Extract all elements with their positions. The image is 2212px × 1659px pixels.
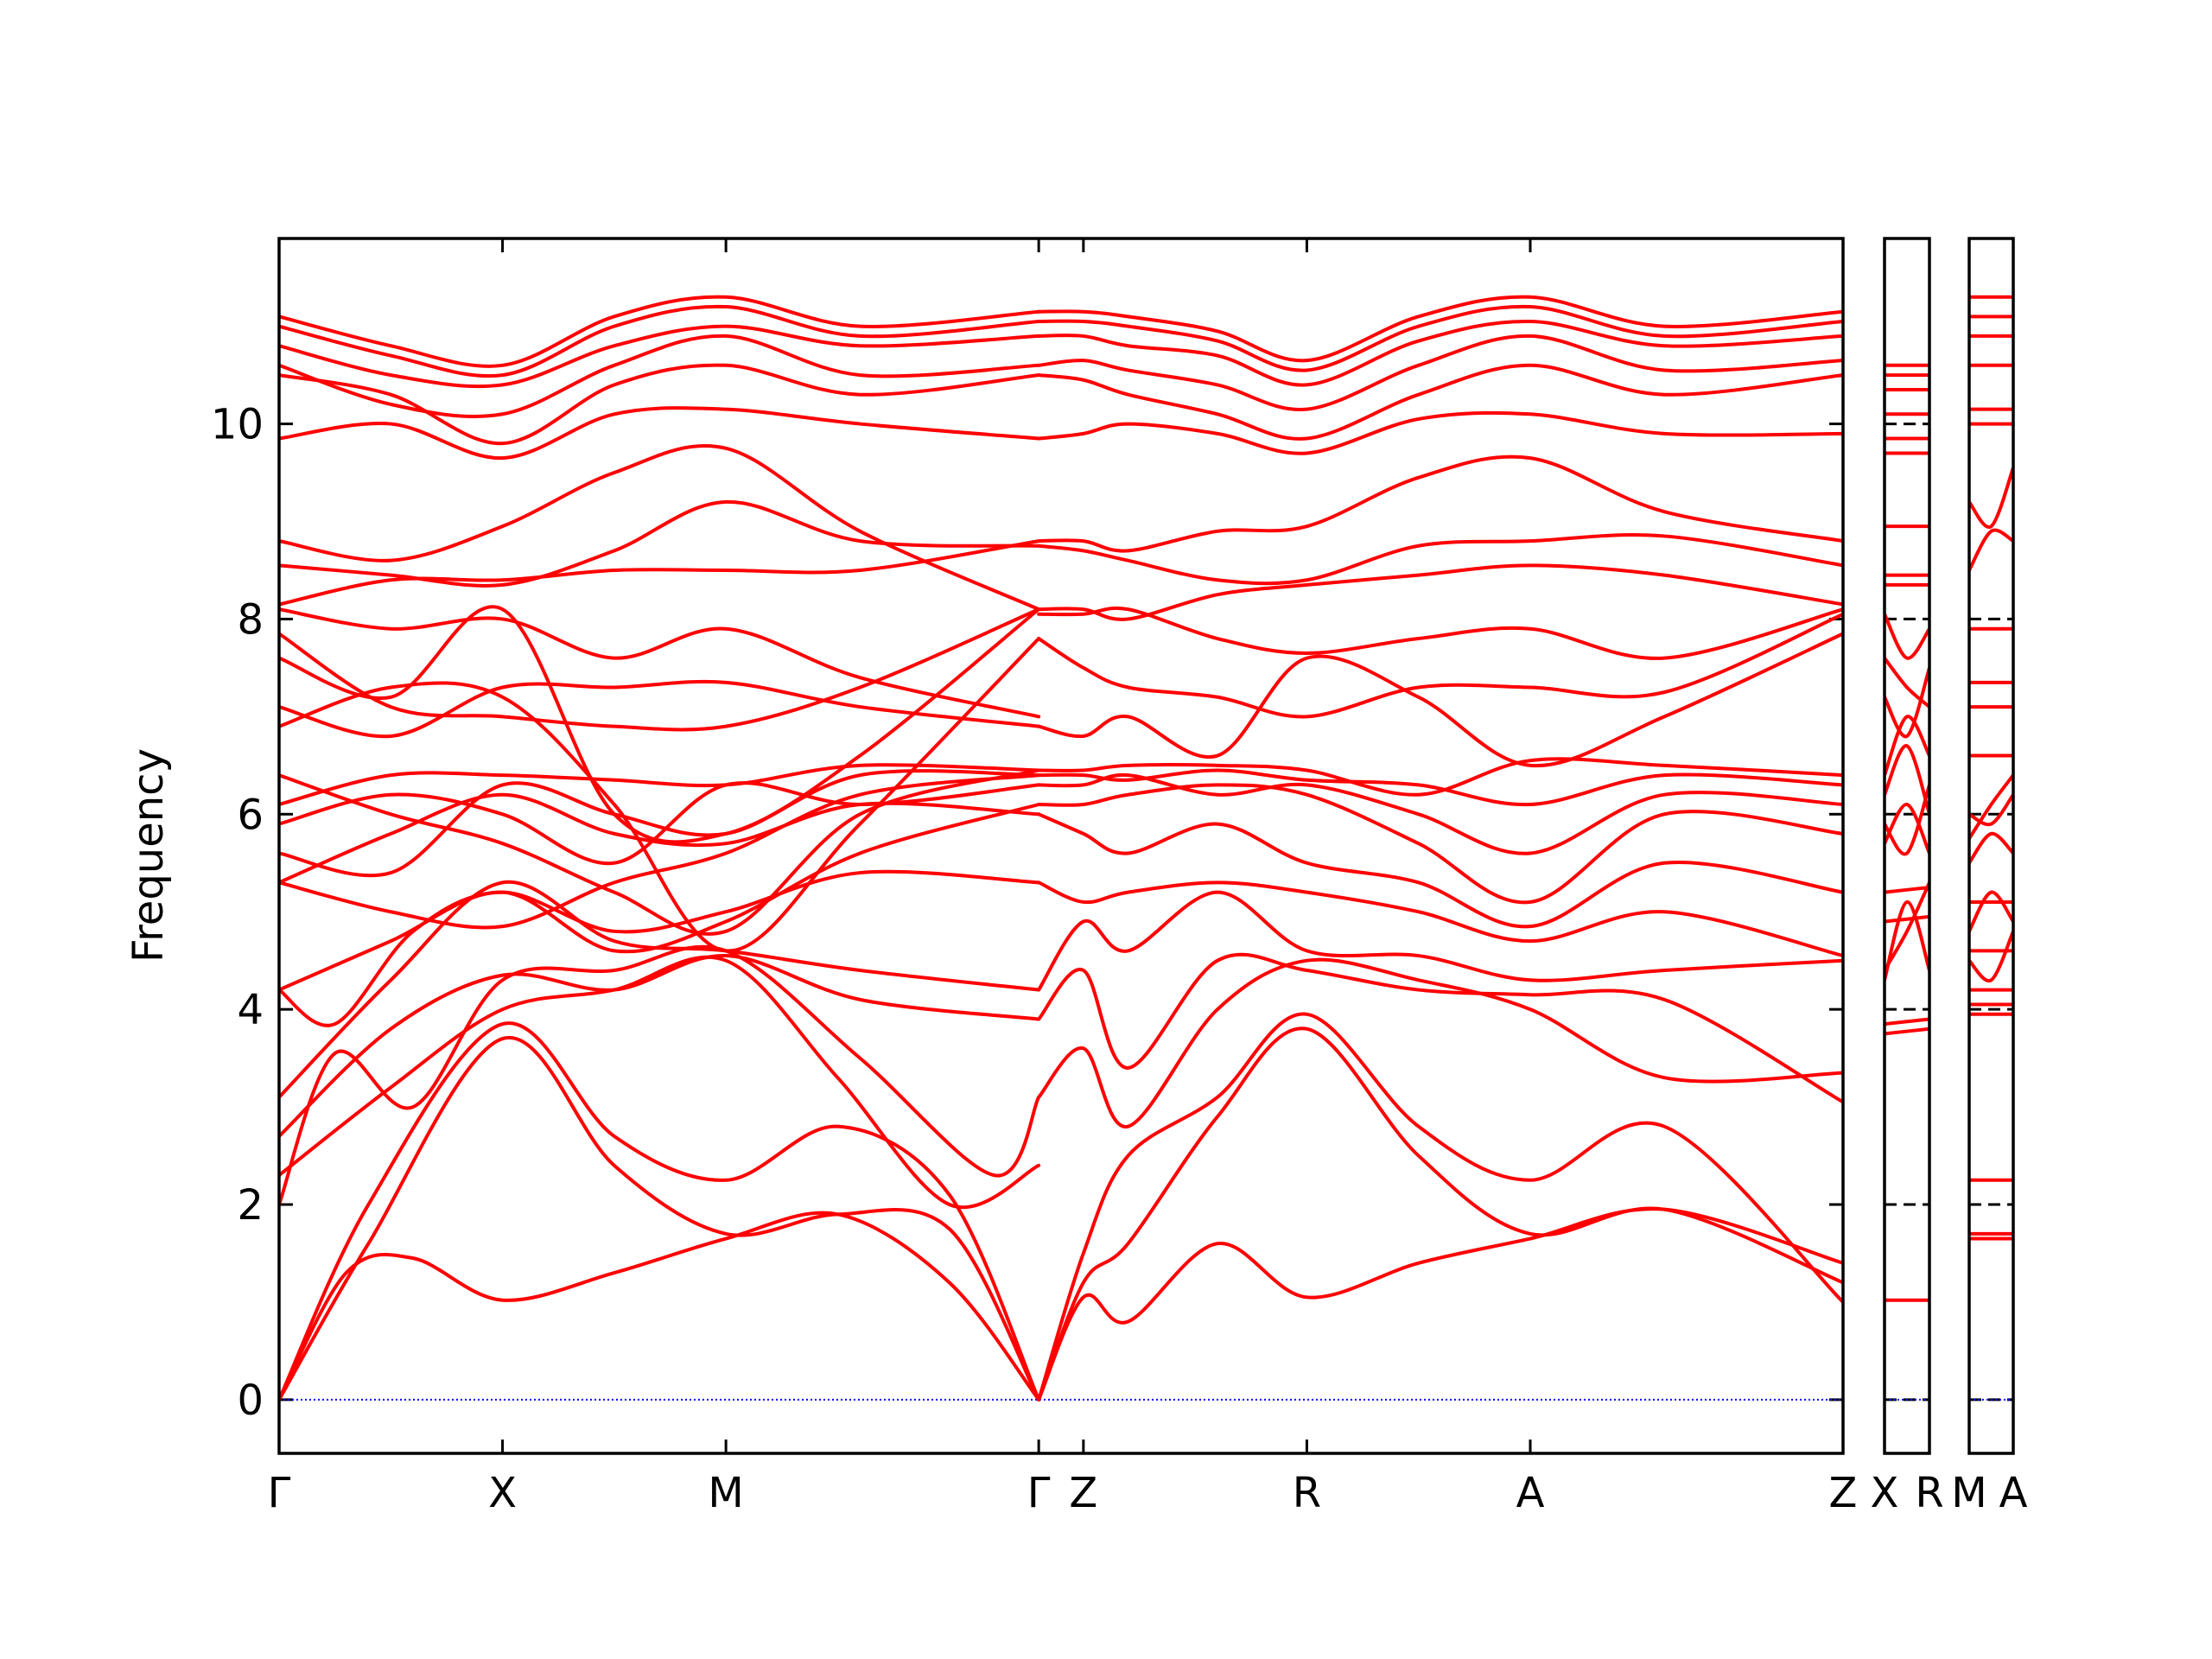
band-line [1037,1027,1843,1402]
band-line [1037,612,1843,719]
x-tick-label: M [708,1469,743,1517]
band-lines [279,295,1843,1402]
band-line [279,295,1041,368]
band-line [279,304,1041,378]
band-line [1037,783,1843,905]
band-line [279,443,1041,612]
band-line [1885,665,1929,739]
band-line [1037,533,1843,586]
band-line [1037,772,1843,855]
band-line [1885,1027,1929,1036]
band-line [1037,295,1843,363]
band-line [1885,1017,1929,1027]
band-line [1969,792,2013,827]
band-line [279,763,1041,806]
band-line [279,607,1041,732]
band-line [1885,914,1929,924]
y-tick-label: 10 [211,401,264,449]
panel-frame [1883,237,1931,1455]
band-lines [1969,295,2013,1241]
band-line [1885,880,1929,972]
band-line [279,679,1041,739]
band-line [1969,890,2013,933]
band-line [1885,886,1929,894]
band-line [279,324,1041,389]
y-tick-label: 8 [237,595,264,644]
x-tick-label: Z [1069,1469,1097,1517]
x-tick-label: A [1999,1469,2028,1517]
band-lines [1885,363,1929,1302]
band-line [1037,812,1843,929]
band-line [1037,890,1843,992]
band-line [1969,831,2013,865]
band-line [1885,612,1929,660]
x-tick-label: M [1951,1469,1986,1517]
band-line [279,1035,1041,1402]
band-line [1885,744,1929,817]
band-line [1037,454,1843,553]
x-tick-label: A [1516,1469,1545,1517]
band-line [1037,304,1843,372]
band-line [1885,899,1929,982]
band-line [279,880,1041,1099]
band-line [279,637,1041,953]
band-line [279,605,1041,844]
panel-frame [277,237,1845,1455]
band-line [1885,656,1929,709]
band-line [279,406,1041,461]
y-tick-label: 2 [237,1181,264,1230]
y-tick-label: 6 [237,791,264,839]
band-line [1969,528,2013,572]
band-line [279,499,1041,588]
band-line [279,1211,1041,1402]
y-tick-label: 4 [237,986,264,1034]
band-line [1969,466,2013,530]
panel-frame [1967,237,2015,1455]
band-line [279,768,1041,936]
band-line [279,1021,1041,1402]
band-line [1037,606,1843,660]
band-line [1037,363,1843,441]
band-line [1037,952,1843,1104]
band-line [1037,563,1843,621]
band-line [1885,715,1929,778]
band-line [1969,773,2013,841]
band-line [1969,929,2013,983]
x-tick-label: R [1915,1469,1943,1517]
band-line [1037,757,1843,797]
band-line [279,363,1041,446]
band-line [279,955,1041,1210]
x-tick-label: Γ [1027,1469,1051,1517]
x-tick-label: Γ [268,1469,291,1517]
band-line [279,869,1041,1027]
band-line [279,781,1041,866]
band-line [279,539,1041,607]
x-tick-label: X [488,1469,517,1517]
x-tick-label: Z [1829,1469,1858,1517]
band-line [279,607,1041,719]
y-axis-label: Frequency [124,748,173,963]
band-line [279,334,1041,419]
band-line [279,773,1041,930]
band-line [1037,768,1843,807]
band-line [1037,410,1843,455]
band-line [1037,319,1843,387]
band-line [1037,334,1843,411]
band-line [279,803,1041,992]
band-line [1037,957,1843,1128]
band-line [1037,632,1843,768]
x-tick-label: R [1293,1469,1321,1517]
band-line [1037,1012,1843,1402]
y-tick-label: 0 [237,1376,264,1425]
band-line [279,954,1041,1138]
x-tick-label: X [1871,1469,1899,1517]
band-line [1037,880,1843,958]
